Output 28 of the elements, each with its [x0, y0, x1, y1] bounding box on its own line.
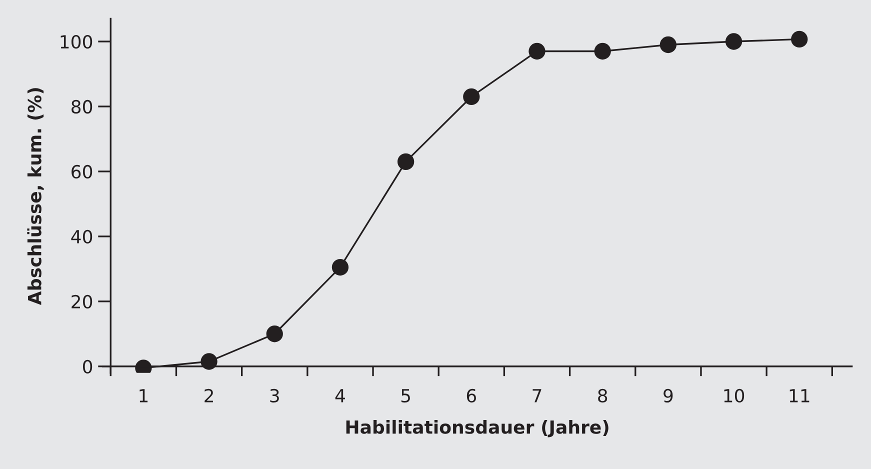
point: [397, 153, 414, 170]
x-tick-label: 11: [790, 389, 810, 402]
y-tick-label: 60: [72, 164, 92, 179]
y-tick-label: 20: [72, 294, 92, 309]
x-tick-label: 6: [466, 388, 476, 403]
x-tick-label: 7: [532, 389, 542, 402]
x-tick-label: 4: [335, 389, 345, 402]
y-tick-label: 100: [60, 34, 92, 49]
point: [594, 42, 611, 60]
x-tick-label: 3: [270, 388, 279, 403]
y-axis-title: Abschlüsse, kum. (%): [27, 88, 44, 305]
point: [528, 42, 546, 60]
x-tick-label: 10: [724, 388, 744, 403]
x-axis-title: Habilitationsdauer (Jahre): [346, 420, 608, 438]
y-tick-label: 80: [72, 100, 92, 114]
point: [791, 30, 808, 48]
x-tick-label: 2: [204, 388, 213, 402]
point: [463, 88, 480, 106]
point: [725, 33, 742, 50]
y-tick-label: 40: [71, 230, 92, 244]
x-tick-label: 5: [401, 389, 410, 403]
x-tick-label: 8: [598, 388, 608, 403]
x-tick-label: 1: [140, 389, 148, 402]
point: [266, 326, 283, 342]
x-tick-label: 9: [664, 388, 673, 403]
y-tick-label: 0: [82, 360, 92, 374]
point: [332, 258, 349, 276]
point: [660, 36, 677, 54]
